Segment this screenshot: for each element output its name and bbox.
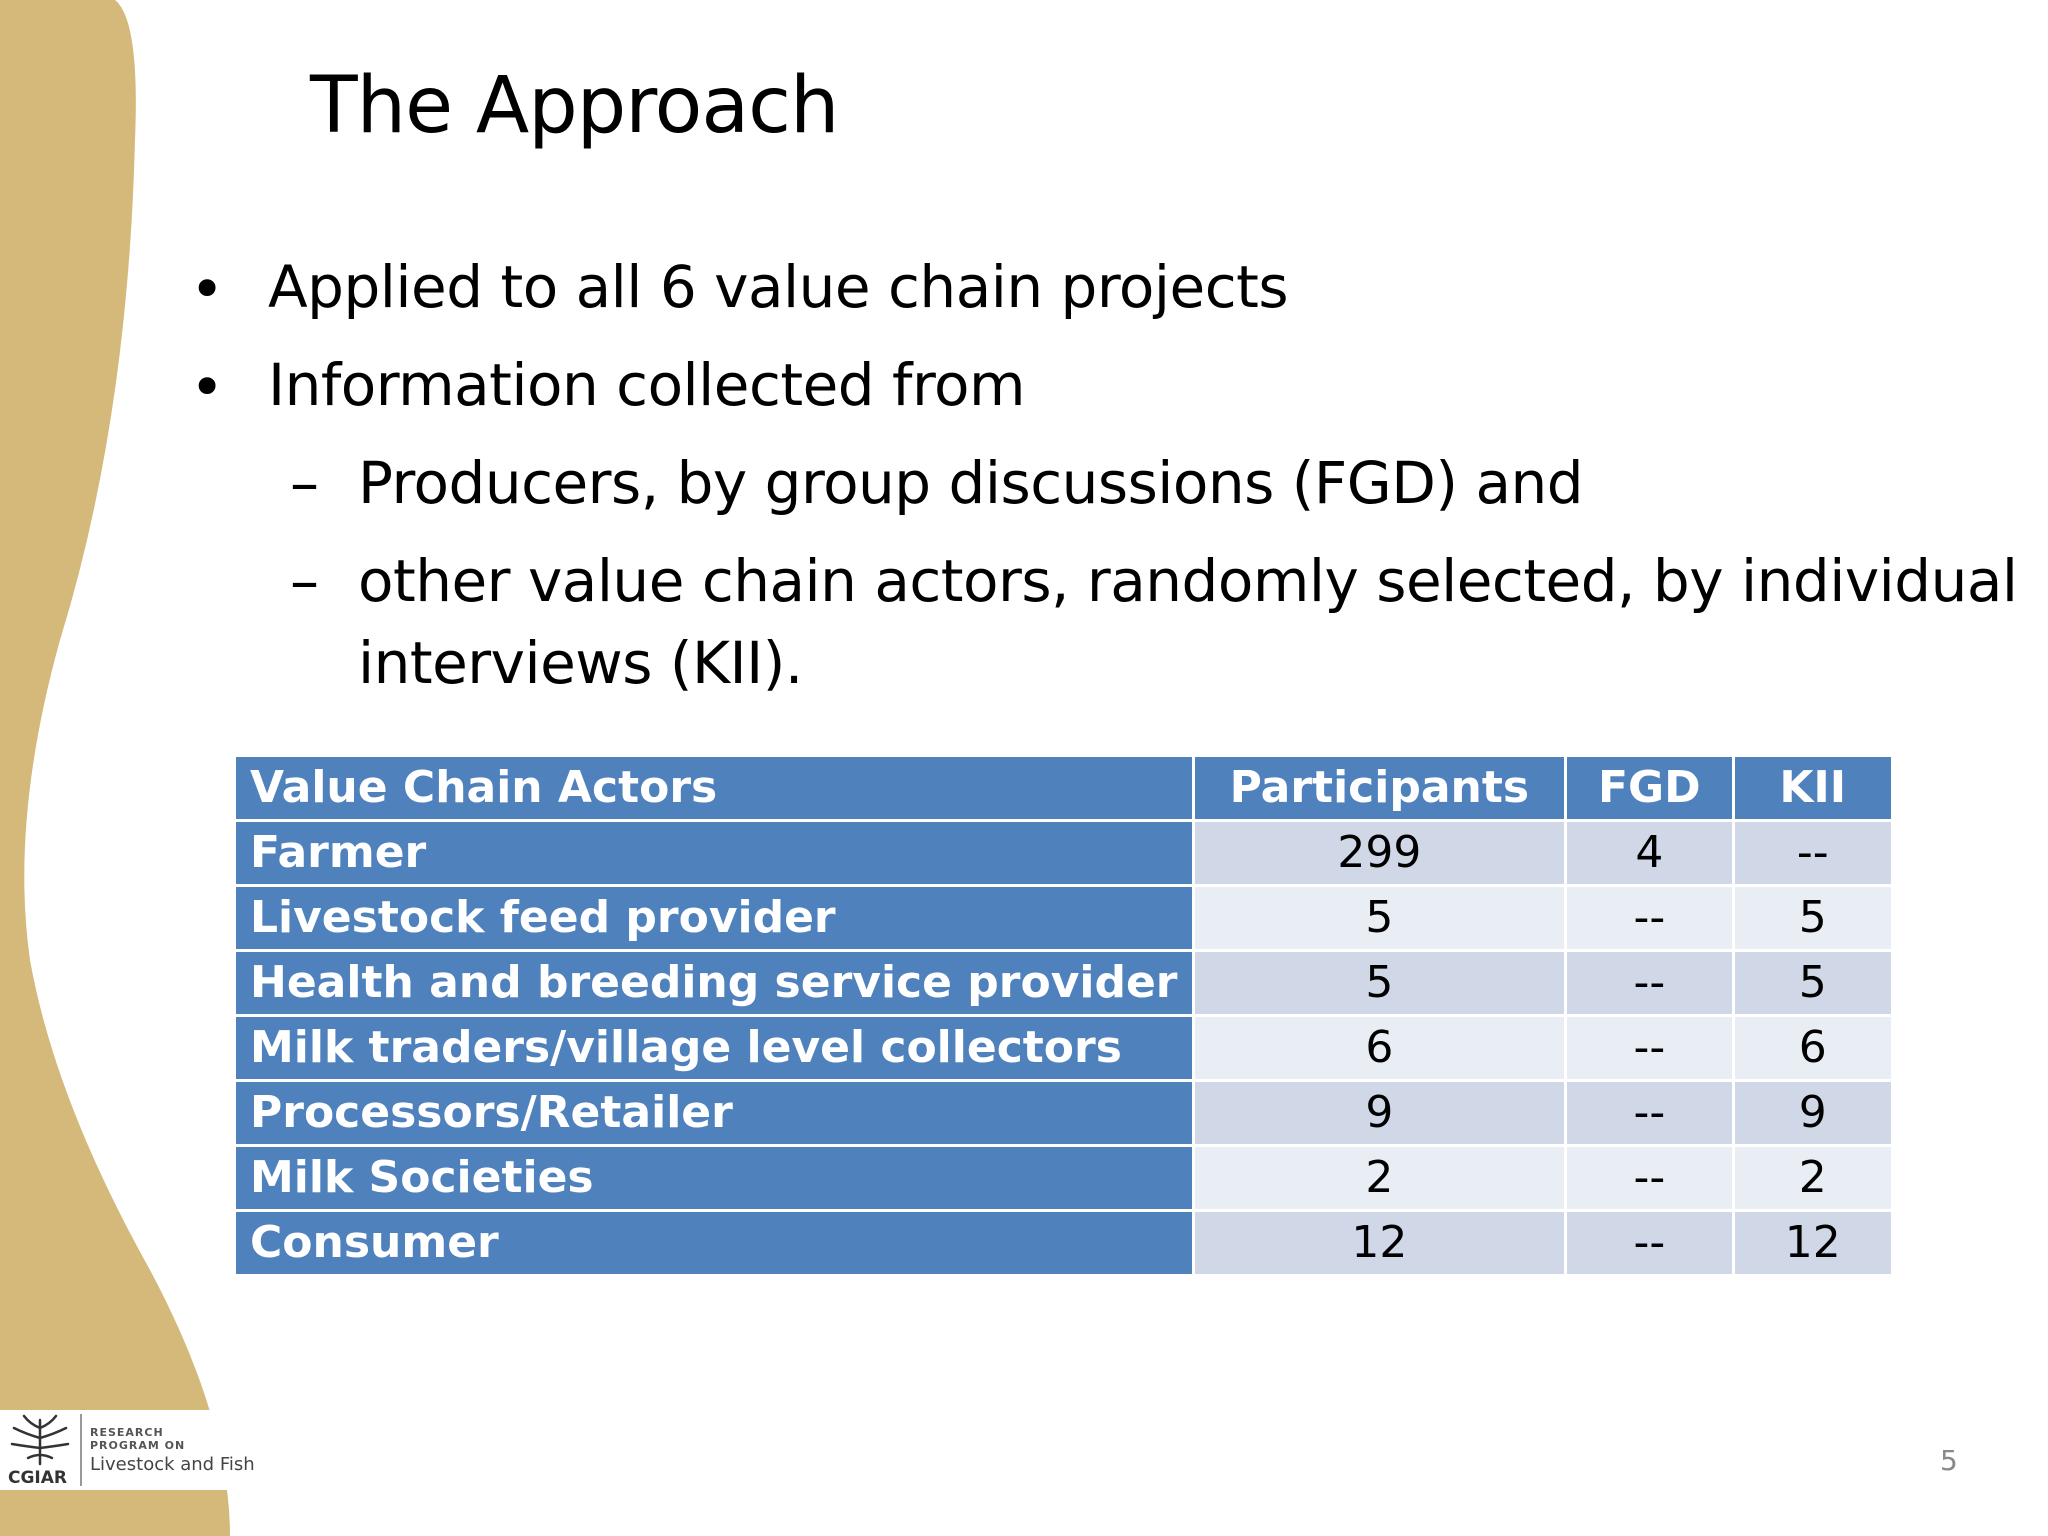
actor-cell: Farmer [233, 819, 1195, 887]
fgd-cell: -- [1564, 1209, 1735, 1277]
dash-marker: – [290, 449, 319, 517]
sub-bullet-item-continued: interviews (KII). [358, 629, 803, 697]
logo-divider [80, 1414, 82, 1486]
column-header-actors: Value Chain Actors [233, 754, 1195, 822]
sub-bullet-item: Producers, by group discussions (FGD) an… [358, 449, 1584, 517]
participants-cell: 12 [1191, 1209, 1568, 1277]
logo-line-2: PROGRAM ON [90, 1439, 186, 1453]
column-header-fgd: FGD [1564, 754, 1735, 822]
table-row: Farmer 299 4 -- [233, 819, 1894, 887]
sub-bullet-item: other value chain actors, randomly selec… [358, 547, 2018, 615]
fgd-cell: 4 [1564, 819, 1735, 887]
bullet-item: Applied to all 6 value chain projects [268, 253, 1289, 321]
column-header-participants: Participants [1191, 754, 1568, 822]
kii-cell: 12 [1731, 1209, 1894, 1277]
fgd-cell: -- [1564, 1014, 1735, 1082]
actor-cell: Processors/Retailer [233, 1079, 1195, 1147]
table-row: Milk Societies 2 -- 2 [233, 1144, 1894, 1212]
actor-cell: Milk traders/village level collectors [233, 1014, 1195, 1082]
table-header-row: Value Chain Actors Participants FGD KII [233, 754, 1894, 822]
table-row: Milk traders/village level collectors 6 … [233, 1014, 1894, 1082]
logo-org-name: CGIAR [8, 1468, 68, 1488]
kii-cell: 5 [1731, 884, 1894, 952]
actor-cell: Milk Societies [233, 1144, 1195, 1212]
participants-cell: 5 [1191, 949, 1568, 1017]
logo-program-label: RESEARCH PROGRAM ON [90, 1426, 185, 1452]
decorative-swoosh [0, 0, 230, 1536]
bullet-item: Information collected from [268, 351, 1026, 419]
kii-cell: 2 [1731, 1144, 1894, 1212]
participants-cell: 299 [1191, 819, 1568, 887]
fgd-cell: -- [1564, 1144, 1735, 1212]
slide-title: The Approach [310, 61, 839, 151]
table-row: Consumer 12 -- 12 [233, 1209, 1894, 1277]
logo-line-1: RESEARCH [90, 1426, 164, 1439]
actor-cell: Health and breeding service provider [233, 949, 1195, 1017]
bullet-marker: • [190, 353, 225, 421]
participants-cell: 5 [1191, 884, 1568, 952]
value-chain-table: Value Chain Actors Participants FGD KII … [233, 754, 1894, 1277]
table-row: Processors/Retailer 9 -- 9 [233, 1079, 1894, 1147]
kii-cell: 6 [1731, 1014, 1894, 1082]
bullet-marker: • [190, 255, 225, 323]
cgiar-emblem-icon [10, 1414, 70, 1466]
participants-cell: 6 [1191, 1014, 1568, 1082]
fgd-cell: -- [1564, 1079, 1735, 1147]
actor-cell: Consumer [233, 1209, 1195, 1277]
table-row: Health and breeding service provider 5 -… [233, 949, 1894, 1017]
table-row: Livestock feed provider 5 -- 5 [233, 884, 1894, 952]
fgd-cell: -- [1564, 884, 1735, 952]
kii-cell: 9 [1731, 1079, 1894, 1147]
participants-cell: 2 [1191, 1144, 1568, 1212]
page-number: 5 [1940, 1444, 1958, 1477]
column-header-kii: KII [1731, 754, 1894, 822]
fgd-cell: -- [1564, 949, 1735, 1017]
actor-cell: Livestock feed provider [233, 884, 1195, 952]
participants-cell: 9 [1191, 1079, 1568, 1147]
logo-program-name: Livestock and Fish [90, 1454, 255, 1475]
dash-marker: – [290, 547, 319, 615]
kii-cell: 5 [1731, 949, 1894, 1017]
kii-cell: -- [1731, 819, 1894, 887]
